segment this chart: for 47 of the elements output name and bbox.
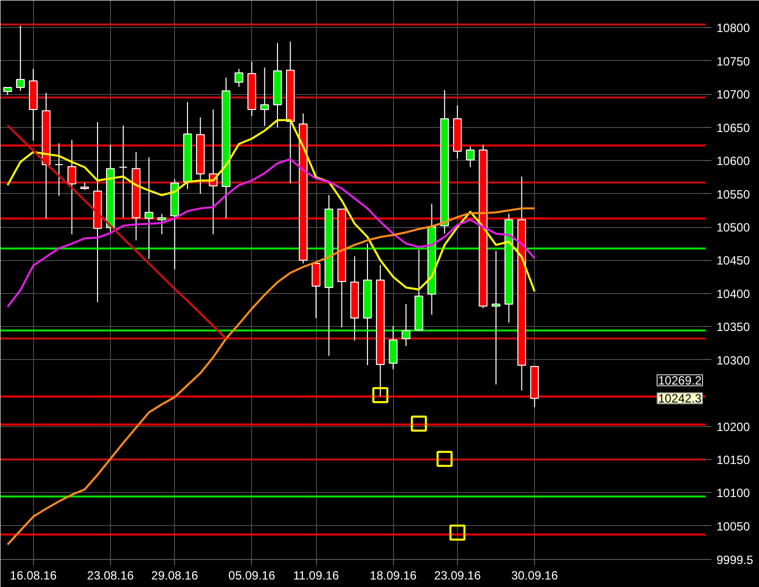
point <box>410 416 427 432</box>
x-tick-label: 18.09.16 <box>370 568 417 582</box>
candlestick <box>260 67 269 127</box>
candlestick <box>234 68 244 88</box>
x-tick-label: 30.09.16 <box>511 568 558 582</box>
y-tick-label: 10750 <box>716 54 750 68</box>
y-tick-label: 10350 <box>716 320 750 334</box>
line-series <box>6 158 536 308</box>
text: 10269.2 <box>658 374 702 388</box>
y-tick-label: 10550 <box>716 187 750 202</box>
candlestick <box>157 213 166 235</box>
y-tick-label: 10450 <box>716 254 750 268</box>
candlestick <box>388 326 398 370</box>
y-tick-label: 10700 <box>716 88 750 102</box>
candlestick <box>67 140 76 235</box>
x-tick-label: 29.08.16 <box>151 568 198 582</box>
line-series <box>6 124 228 340</box>
candlestick <box>144 156 154 260</box>
y-tick-label: 10300 <box>716 353 750 368</box>
annotation: 10242.3 <box>658 392 702 406</box>
y-tick-label: 10500 <box>716 220 750 235</box>
y-tick-label: 10400 <box>716 286 750 301</box>
x-tick-label: 05.09.16 <box>228 568 276 582</box>
candlestick <box>466 146 475 168</box>
candlestick <box>402 304 410 346</box>
y-tick-label: 10100 <box>716 486 750 500</box>
candlestick <box>492 250 500 385</box>
candlestick <box>312 263 320 319</box>
y-tick-label: 10150 <box>716 453 750 468</box>
y-tick-label: 10600 <box>716 154 750 168</box>
point <box>449 524 466 541</box>
y-tick-label: 9999.5 <box>716 553 754 567</box>
candlestick <box>54 142 64 196</box>
y-tick-label: 10800 <box>716 21 750 36</box>
point <box>436 450 453 467</box>
point <box>372 387 388 404</box>
x-tick-label: 16.08.16 <box>10 568 57 582</box>
candlestick <box>16 25 25 92</box>
line-series <box>6 119 536 292</box>
y-tick-label: 10650 <box>716 120 750 135</box>
x-tick-label: 23.08.16 <box>87 568 134 582</box>
x-tick-label: 23.09.16 <box>434 568 482 582</box>
y-tick-label: 10200 <box>716 420 750 434</box>
candlestick <box>118 124 128 218</box>
line-series <box>6 207 536 546</box>
x-tick-label: 11.09.16 <box>293 568 340 582</box>
y-tick-label: 10050 <box>716 519 750 534</box>
